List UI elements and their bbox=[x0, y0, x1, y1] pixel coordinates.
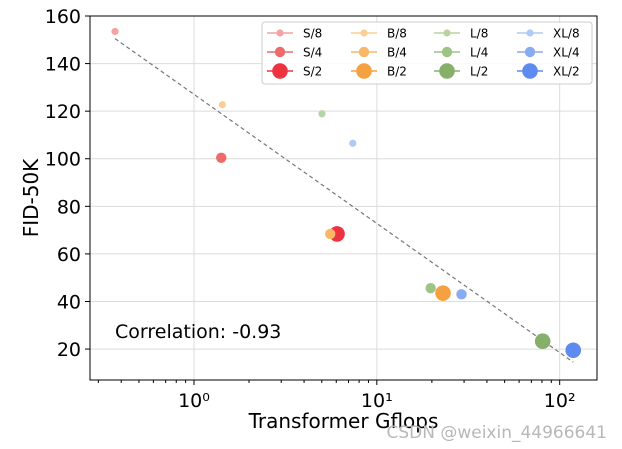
legend-label: S/8 bbox=[303, 27, 322, 41]
y-tick-label: 60 bbox=[57, 244, 81, 266]
y-tick-label: 140 bbox=[45, 54, 81, 76]
legend-label: B/4 bbox=[387, 46, 407, 60]
correlation-annotation: Correlation: -0.93 bbox=[115, 321, 281, 343]
legend-marker bbox=[274, 46, 286, 58]
y-tick-label: 40 bbox=[57, 291, 81, 313]
point-xl-2 bbox=[565, 342, 582, 359]
point-l-8 bbox=[318, 110, 326, 118]
y-tick-label: 120 bbox=[45, 101, 81, 123]
trendline-segment bbox=[114, 38, 574, 363]
plot-frame bbox=[89, 15, 598, 381]
y-tick-label: 80 bbox=[57, 196, 81, 218]
point-b-8 bbox=[218, 101, 226, 109]
legend-marker bbox=[524, 46, 536, 58]
y-axis-title: FID-50K bbox=[19, 158, 43, 237]
legend-label: L/2 bbox=[470, 65, 488, 79]
legend-label: B/8 bbox=[387, 27, 407, 41]
legend-label: S/2 bbox=[303, 65, 322, 79]
point-xl-4 bbox=[456, 289, 467, 300]
x-axis-title: Transformer Gflops bbox=[248, 409, 439, 433]
point-l-2 bbox=[534, 333, 551, 350]
point-b-2 bbox=[435, 285, 451, 301]
legend-label: XL/8 bbox=[553, 27, 580, 41]
legend-box bbox=[261, 21, 593, 85]
legend-marker bbox=[522, 63, 538, 79]
point-xl-8 bbox=[349, 139, 357, 147]
legend-marker bbox=[276, 29, 284, 37]
legend-label: B/2 bbox=[387, 65, 407, 79]
trendline bbox=[114, 38, 574, 363]
point-b-4 bbox=[325, 228, 336, 240]
legend-marker bbox=[360, 29, 368, 37]
legend-label: L/4 bbox=[470, 46, 488, 60]
x-tick-label: 10⁰ bbox=[178, 390, 210, 412]
legend-label: S/4 bbox=[303, 46, 322, 60]
legend-marker bbox=[439, 63, 455, 79]
data-points bbox=[111, 27, 582, 359]
legend-label: XL/4 bbox=[553, 46, 580, 60]
point-l-4 bbox=[425, 282, 436, 294]
legend-marker bbox=[358, 46, 370, 58]
x-tick-label: 10² bbox=[544, 390, 576, 412]
legend-marker bbox=[272, 63, 288, 79]
point-s-4 bbox=[216, 152, 227, 163]
legend-marker bbox=[526, 29, 534, 37]
axis-ticks: 20 40 60 80 100 120 140 160 10⁰ 10¹ 10² bbox=[45, 6, 576, 412]
point-s-8 bbox=[111, 27, 119, 36]
legend-label: L/8 bbox=[470, 27, 488, 41]
y-tick-label: 160 bbox=[45, 6, 81, 28]
legend-marker bbox=[443, 29, 451, 37]
y-tick-label: 20 bbox=[57, 339, 81, 361]
legend-marker bbox=[356, 63, 372, 79]
x-tick-label: 10¹ bbox=[361, 390, 393, 412]
watermark: CSDN @weixin_44966641 bbox=[386, 423, 607, 443]
y-tick-label: 100 bbox=[45, 149, 81, 171]
legend: S/8 S/4 S/2 B/8 B/4 B/2 L/8 L/4 L/2 XL/8 XL/4 XL/2 bbox=[261, 21, 593, 85]
legend-label: XL/2 bbox=[553, 65, 580, 79]
legend-marker bbox=[441, 46, 453, 58]
